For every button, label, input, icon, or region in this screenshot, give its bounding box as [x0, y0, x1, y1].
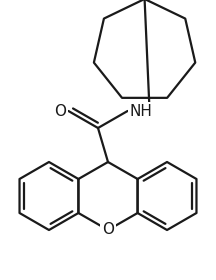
Text: O: O [54, 104, 67, 118]
Text: O: O [102, 223, 114, 237]
Text: NH: NH [129, 104, 152, 118]
